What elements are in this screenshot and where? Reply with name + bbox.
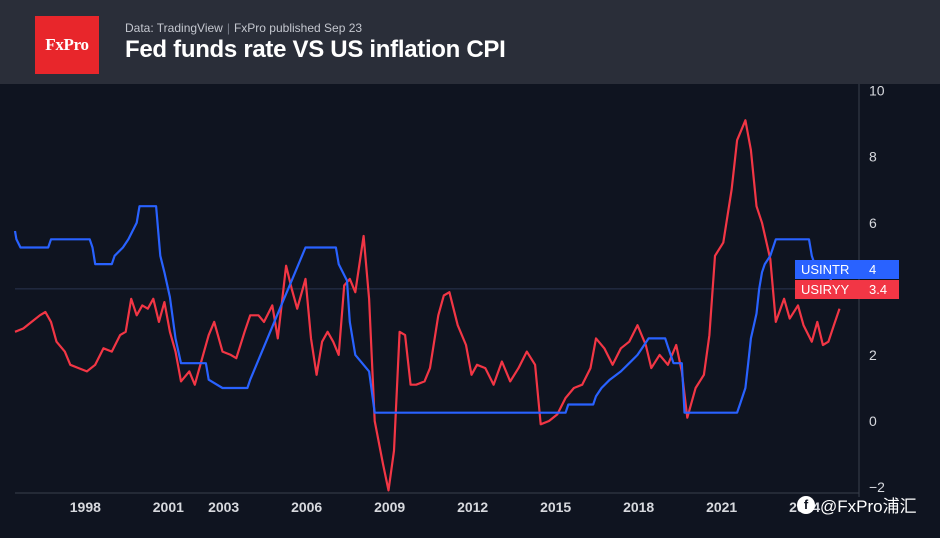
x-tick-label: 2015 [540,499,571,515]
chart-meta: Data: TradingView | FxPro published Sep 23 [125,21,362,35]
x-tick-label: 2012 [457,499,488,515]
y-tick-label: 8 [869,149,877,165]
x-tick-label: 2006 [291,499,322,515]
series-line-usiryy [14,119,841,492]
fxpro-logo: FxPro [35,16,99,74]
facebook-icon: f [797,495,815,514]
series-layer [13,119,849,492]
chart-title: Fed funds rate VS US inflation CPI [125,36,506,63]
y-tick-label: 2 [869,347,877,363]
y-tick-label: 6 [869,215,877,231]
meta-separator: | [226,21,230,35]
line-chart: 10 8 6 4 2 0 −2 1998 2001 2003 2006 2009 2012 2015 20… [13,84,899,515]
published-note: FxPro published Sep 23 [233,21,363,35]
value-tag-usiryy [795,280,899,299]
x-tick-label: 2021 [706,499,737,515]
x-axis-ticks: 1998200120032006200920122015201820212024 [70,499,821,515]
y-tick-label: 10 [869,84,885,99]
watermark-text: @FxPro浦汇 [820,497,917,516]
data-source: Data: TradingView [125,21,223,35]
value-tag-name-usintr: USINTR [801,262,849,277]
chart-header: FxPro Data: TradingView | FxPro published … [0,0,940,84]
y-tick-label: −2 [869,479,885,495]
x-tick-label: 2003 [208,499,239,515]
x-tick-label: 2018 [623,499,654,515]
value-tag-usintr [795,260,899,279]
y-tick-label: 0 [869,413,877,429]
value-tags: USINTR 4 USIRYY 3.4 [795,260,899,299]
value-tag-name-usiryy: USIRYY [801,282,849,297]
value-tag-value-usintr: 4 [869,262,876,277]
x-tick-label: 2001 [153,499,184,515]
x-tick-label: 1998 [70,499,101,515]
watermark: f @FxPro浦汇 [797,492,917,517]
series-line-usintr [13,205,843,414]
x-tick-label: 2009 [374,499,405,515]
value-tag-value-usiryy: 3.4 [869,282,887,297]
